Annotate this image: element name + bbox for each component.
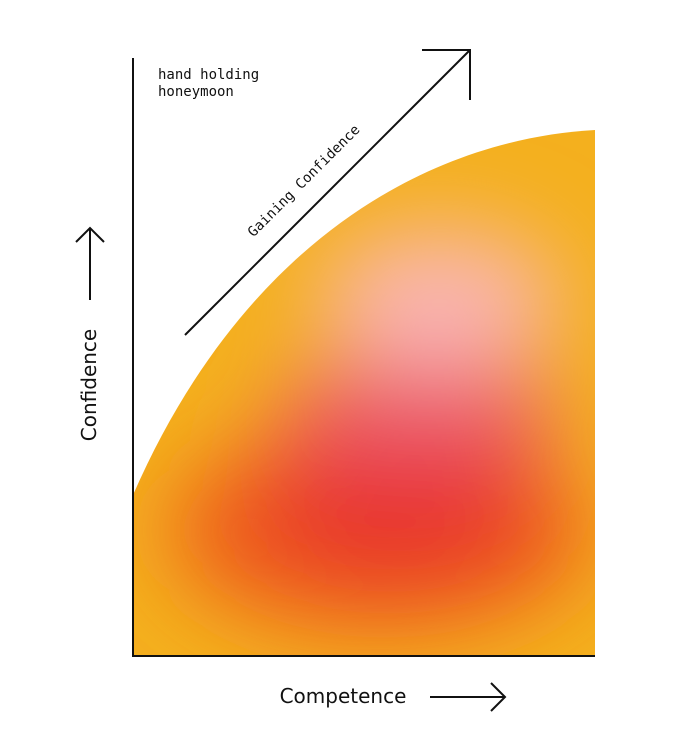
- annotation-line: honeymoon: [158, 84, 234, 100]
- confidence-area: [133, 130, 595, 656]
- y-axis-label: Confidence: [77, 329, 101, 441]
- axes: [75, 49, 595, 712]
- annotation-line: hand holding: [158, 67, 259, 83]
- x-axis-label: Competence: [280, 684, 407, 708]
